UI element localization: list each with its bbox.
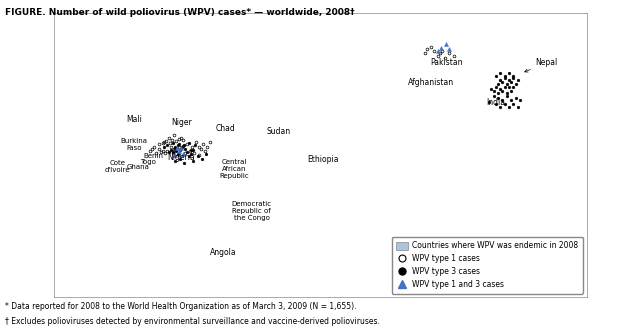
Text: Burkina
Faso: Burkina Faso (121, 138, 147, 151)
Text: Niger: Niger (172, 118, 192, 127)
Text: Benin: Benin (143, 153, 163, 159)
Text: Angola: Angola (210, 249, 237, 257)
Text: Ethiopia: Ethiopia (307, 155, 338, 164)
Text: FIGURE. Number of wild poliovirus (WPV) cases* — worldwide, 2008†: FIGURE. Number of wild poliovirus (WPV) … (5, 8, 354, 17)
Text: Sudan: Sudan (266, 126, 290, 135)
Text: Central
African
Republic: Central African Republic (219, 159, 249, 179)
Text: Afghanistan: Afghanistan (408, 78, 454, 87)
Text: Nepal: Nepal (525, 58, 558, 72)
Text: Nigeria: Nigeria (167, 153, 195, 162)
Text: Ghana: Ghana (126, 164, 149, 170)
Text: Cote
d'Ivoire: Cote d'Ivoire (104, 160, 130, 173)
Legend: Countries where WPV was endemic in 2008, WPV type 1 cases, WPV type 3 cases, WPV: Countries where WPV was endemic in 2008,… (392, 237, 583, 294)
Text: * Data reported for 2008 to the World Health Organization as of March 3, 2009 (N: * Data reported for 2008 to the World He… (5, 302, 356, 311)
Text: Democratic
Republic of
the Congo: Democratic Republic of the Congo (231, 201, 272, 221)
Text: † Excludes polioviruses detected by environmental surveillance and vaccine-deriv: † Excludes polioviruses detected by envi… (5, 317, 380, 326)
Text: India: India (487, 98, 505, 107)
Text: Togo: Togo (140, 159, 156, 165)
Text: Pakistan: Pakistan (431, 58, 463, 67)
Text: Mali: Mali (126, 115, 142, 124)
Text: Chad: Chad (215, 124, 235, 133)
